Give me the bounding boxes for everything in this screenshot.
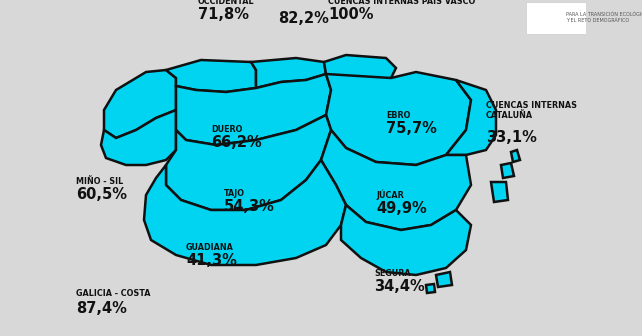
Text: 60,5%: 60,5% [76,187,127,202]
Text: 41,3%: 41,3% [186,253,237,268]
Text: GALICIA - COSTA: GALICIA - COSTA [76,289,150,298]
Polygon shape [436,272,452,287]
Polygon shape [341,205,471,275]
Text: 33,1%: 33,1% [486,130,537,145]
Polygon shape [251,58,326,88]
Text: PARA LA TRANSICIÓN ECOLÓGICA
Y EL RETO DEMOGRÁFICO: PARA LA TRANSICIÓN ECOLÓGICA Y EL RETO D… [566,12,642,23]
Polygon shape [446,80,496,155]
FancyBboxPatch shape [526,2,641,34]
Text: 54,3%: 54,3% [224,199,275,214]
Polygon shape [144,160,346,265]
Text: 100%: 100% [328,7,374,22]
Polygon shape [321,130,471,230]
Polygon shape [326,72,471,165]
Polygon shape [176,74,331,145]
Text: OCCIDENTAL: OCCIDENTAL [198,0,255,6]
Text: SEGURA: SEGURA [374,269,411,278]
Text: JÚCAR: JÚCAR [376,190,404,200]
Text: TAJO: TAJO [224,189,245,198]
Text: 66,2%: 66,2% [211,135,262,150]
Text: 71,8%: 71,8% [198,7,249,22]
Text: CANTÁBRICO
ORIENTAL: CANTÁBRICO ORIENTAL [278,0,336,2]
Text: CUENCAS INTERNAS PAÍS VASCO: CUENCAS INTERNAS PAÍS VASCO [328,0,475,6]
Text: CUENCAS INTERNAS
CATALUÑA: CUENCAS INTERNAS CATALUÑA [486,100,577,120]
Polygon shape [101,110,176,165]
Text: GUADIANA: GUADIANA [186,243,234,252]
Polygon shape [501,163,514,178]
Polygon shape [324,55,396,82]
Text: EBRO: EBRO [386,111,410,120]
Polygon shape [511,150,520,162]
Text: 82,2%: 82,2% [278,11,329,26]
Text: DUERO: DUERO [211,125,243,134]
Text: MIÑO - SIL: MIÑO - SIL [76,177,123,186]
Text: 34,4%: 34,4% [374,279,425,294]
Polygon shape [166,60,256,92]
Polygon shape [104,70,176,138]
Text: 75,7%: 75,7% [386,121,437,136]
Polygon shape [491,182,508,202]
Polygon shape [166,115,331,210]
Polygon shape [426,284,435,293]
Text: 49,9%: 49,9% [376,201,427,216]
Text: 87,4%: 87,4% [76,301,127,316]
